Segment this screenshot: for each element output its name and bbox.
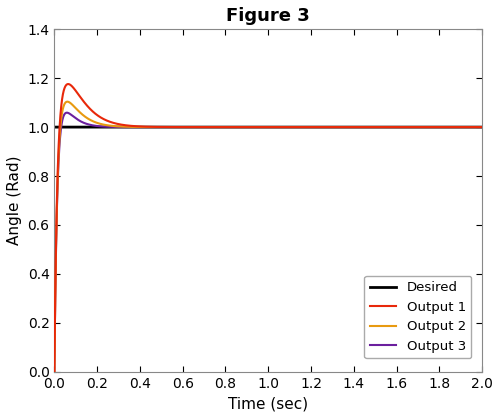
Output 3 [479,125,485,130]
Output 3 [129,125,135,130]
Desired [403,125,409,130]
Output 1 [215,125,221,130]
Desired [479,125,485,130]
Output 3 [403,125,409,130]
Line: Output 3: Output 3 [54,113,482,372]
Output 2 [129,125,135,130]
Output 3 [64,110,70,115]
Output 2 [330,125,336,130]
Output 3 [215,125,221,130]
Desired [215,125,221,130]
Output 1 [403,125,409,130]
Desired [52,125,58,130]
Desired [129,125,135,130]
Output 1 [330,125,336,130]
Line: Output 1: Output 1 [54,84,482,372]
Output 1 [479,125,485,130]
Output 2 [403,125,409,130]
Line: Output 2: Output 2 [54,102,482,372]
Output 1 [52,369,58,374]
Output 3 [330,125,336,130]
Output 2 [479,125,485,130]
Output 3 [308,125,314,130]
Y-axis label: Angle (Rad): Angle (Rad) [7,156,22,245]
Output 1 [65,82,71,87]
Output 2 [308,125,314,130]
Desired [330,125,336,130]
Desired [370,125,376,130]
Output 3 [52,369,58,374]
Title: Figure 3: Figure 3 [226,7,310,25]
Output 2 [215,125,221,130]
Output 2 [370,125,376,130]
X-axis label: Time (sec): Time (sec) [228,396,308,411]
Output 2 [64,99,70,104]
Output 1 [370,125,376,130]
Output 1 [129,123,135,128]
Output 2 [52,369,58,374]
Desired [308,125,314,130]
Output 1 [308,125,314,130]
Output 3 [370,125,376,130]
Legend: Desired, Output 1, Output 2, Output 3: Desired, Output 1, Output 2, Output 3 [364,276,471,358]
